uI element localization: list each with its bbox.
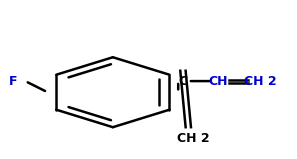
- Text: F: F: [9, 75, 18, 88]
- Text: C: C: [178, 75, 187, 88]
- Text: CH 2: CH 2: [177, 132, 209, 145]
- Text: CH 2: CH 2: [244, 75, 276, 88]
- Text: CH: CH: [208, 75, 228, 88]
